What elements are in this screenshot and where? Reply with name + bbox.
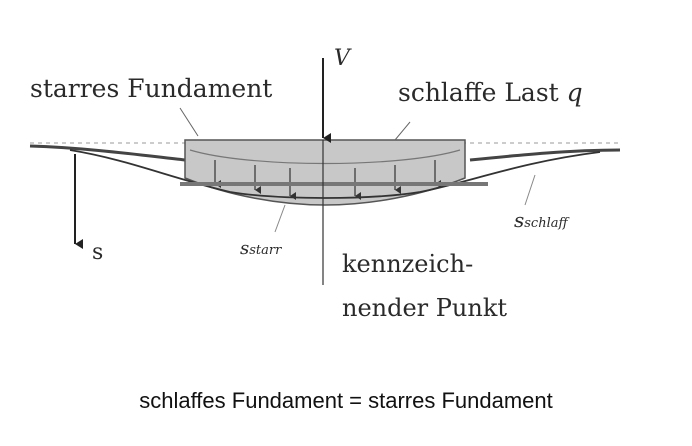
label-s-flexible: sschlaff (514, 208, 568, 232)
flexible-settlement-curve (69, 149, 601, 199)
caption: schlaffes Fundament = starres Fundament (139, 388, 553, 413)
flexible-load-area (184, 139, 466, 206)
label-s-rigid-main: s (240, 238, 250, 259)
label-characteristic-point-2: nender Punkt (342, 294, 508, 322)
s-rigid-leader-line (274, 204, 286, 233)
ground-surface-left (29, 144, 186, 162)
flexible-load-inner-curve (189, 149, 461, 165)
label-s-rigid: sstarr (240, 238, 281, 259)
label-s-flexible-main: s (514, 208, 525, 232)
flexible-leader-line (394, 121, 411, 141)
label-load-q: q (566, 78, 583, 107)
s-flexible-leader-line (524, 174, 536, 206)
label-characteristic-point-1: kennzeich- (342, 250, 474, 278)
label-flexible-load-text: schlaffe Last (398, 78, 559, 107)
rigid-leader-line (179, 107, 199, 137)
label-s-rigid-sub: starr (249, 243, 282, 258)
label-rigid-foundation: starres Fundament (30, 74, 273, 103)
label-force-v: V (334, 46, 350, 71)
label-flexible-load: schlaffe Last q (398, 78, 583, 107)
label-s-flexible-sub: schlaff (524, 216, 568, 231)
label-s-axis: s (92, 240, 104, 265)
ground-surface-right (469, 148, 621, 162)
